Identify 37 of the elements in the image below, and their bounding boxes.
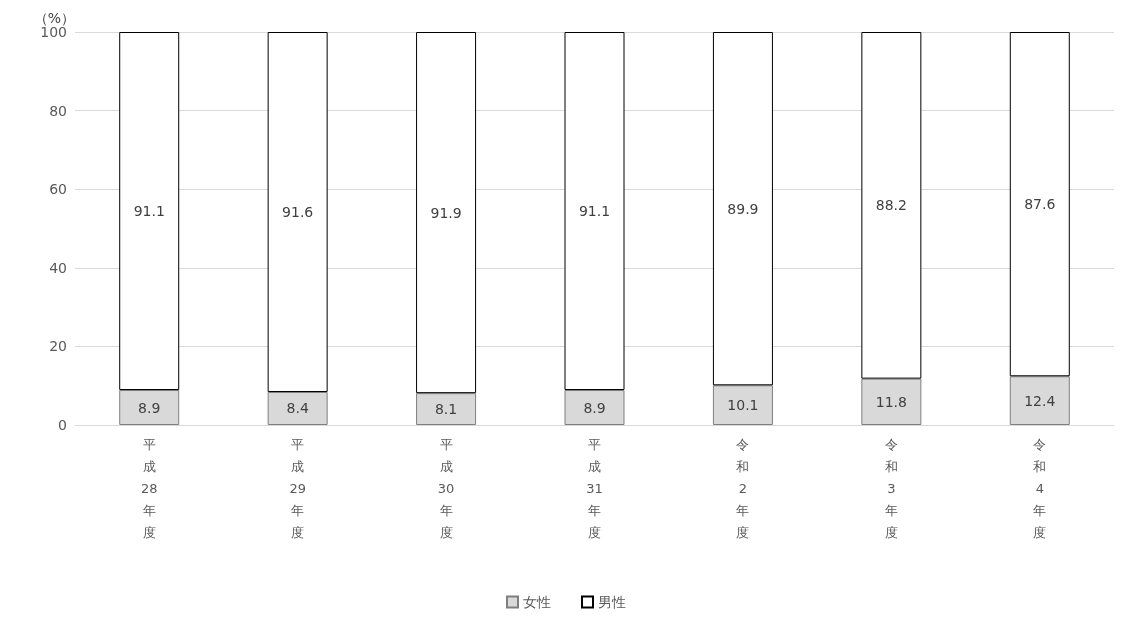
data-label: 8.1 — [434, 401, 458, 418]
data-label: 88.2 — [875, 197, 907, 214]
data-label: 91.9 — [430, 204, 462, 221]
y-tick-label: 80 — [49, 102, 67, 119]
y-tick-label: 60 — [49, 181, 67, 198]
data-label: 91.1 — [578, 203, 611, 220]
y-axis-title: （%） — [33, 10, 75, 27]
data-label: 8.4 — [286, 400, 309, 417]
bar — [564, 32, 625, 391]
y-tick-label: 40 — [49, 259, 67, 276]
x-tick-label: 令和3年度 — [884, 436, 898, 540]
bar — [119, 32, 180, 391]
data-label: 91.6 — [282, 203, 314, 220]
bar — [416, 32, 477, 394]
data-label: 11.8 — [875, 393, 907, 410]
bar — [267, 32, 328, 392]
x-tick-label: 平成31年度 — [586, 436, 603, 540]
x-tick-label: 令和4年度 — [1033, 436, 1047, 540]
bar — [1009, 32, 1070, 377]
y-tick-label: 100 — [40, 24, 67, 40]
bar — [712, 32, 773, 386]
y-tick-label: 20 — [49, 338, 67, 355]
bar — [861, 32, 922, 379]
legend-label: 女性 — [523, 594, 551, 610]
x-tick-label: 平成30年度 — [437, 436, 455, 540]
x-tick-label: 令和2年度 — [736, 436, 750, 540]
x-tick-label: 平成28年度 — [140, 436, 158, 540]
data-label: 89.9 — [727, 200, 759, 217]
data-label: 12.4 — [1024, 392, 1056, 409]
data-label: 91.1 — [133, 203, 165, 220]
y-tick-label: 0 — [58, 417, 67, 433]
data-label: 8.9 — [583, 399, 606, 416]
data-label: 87.6 — [1024, 196, 1056, 213]
data-label: 10.1 — [727, 397, 759, 414]
data-label: 8.9 — [138, 399, 161, 416]
x-tick-label: 平成29年度 — [289, 436, 306, 540]
legend-label: 男性 — [598, 594, 626, 610]
